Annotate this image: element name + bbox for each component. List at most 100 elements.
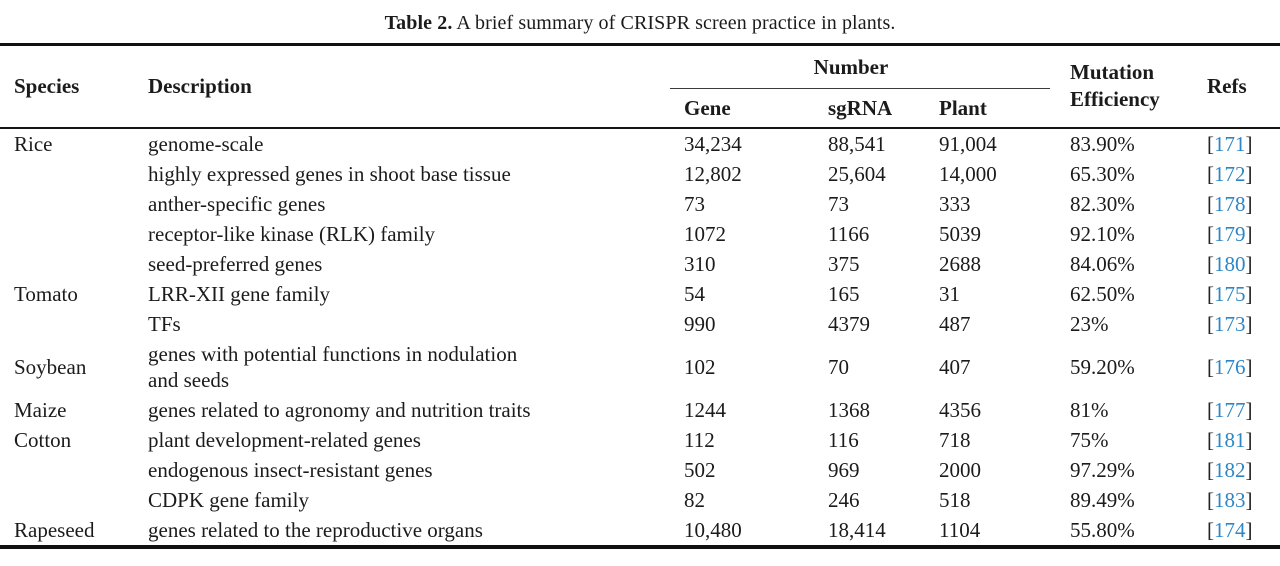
cell-species: Maize <box>14 397 67 422</box>
cell-gene: 10,480 <box>684 517 742 542</box>
cell-species: Cotton <box>14 427 72 452</box>
cell-mutation: 83.90% <box>1070 131 1135 156</box>
cell-plant: 407 <box>939 354 971 379</box>
cell-mutation: 23% <box>1070 311 1109 336</box>
citation-link[interactable]: 182 <box>1214 457 1246 482</box>
cell-description: anther-specific genes <box>148 191 326 216</box>
citation-link[interactable]: 179 <box>1214 221 1246 246</box>
citation-link[interactable]: 176 <box>1214 354 1246 379</box>
table-row: Rice genome-scale 34,234 88,541 91,004 83.90%… <box>0 128 1280 159</box>
cell-plant: 333 <box>939 191 971 216</box>
cell-species <box>0 219 140 249</box>
cell-gene: 1072 <box>684 221 726 246</box>
cell-plant: 2000 <box>939 457 981 482</box>
citation-link[interactable]: 172 <box>1214 161 1246 186</box>
citation-link[interactable]: 171 <box>1214 131 1246 156</box>
cell-plant: 91,004 <box>939 131 997 156</box>
cell-ref: [179] <box>1207 221 1253 246</box>
table-row: Tomato LRR-XII gene family 54 165 31 62.50% [1… <box>0 279 1280 309</box>
header-sgrna: sgRNA <box>828 95 893 120</box>
table-caption-label: Table 2. <box>384 12 453 34</box>
cell-mutation: 81% <box>1070 397 1109 422</box>
cell-species: Soybean <box>14 354 87 379</box>
table-row: CDPK gene family 82 246 518 89.49% [183] <box>0 485 1280 515</box>
cell-gene: 1244 <box>684 397 726 422</box>
citation-link[interactable]: 177 <box>1214 397 1246 422</box>
table-row: highly expressed genes in shoot base tis… <box>0 159 1280 189</box>
cell-plant: 518 <box>939 487 971 512</box>
cell-sgrna: 1166 <box>828 221 870 246</box>
table-body: Rice genome-scale 34,234 88,541 91,004 83.90%… <box>0 128 1280 547</box>
cell-mutation: 65.30% <box>1070 161 1135 186</box>
cell-sgrna: 4379 <box>828 311 870 336</box>
citation-link[interactable]: 174 <box>1214 517 1246 542</box>
cell-sgrna: 70 <box>828 354 849 379</box>
table-row: Maize genes related to agronomy and nutri… <box>0 395 1280 425</box>
table-row: TFs 990 4379 487 23% [173] <box>0 309 1280 339</box>
cell-sgrna: 165 <box>828 281 860 306</box>
cell-description: genes with potential functions in nodula… <box>148 341 518 392</box>
cell-gene: 990 <box>684 311 716 336</box>
cell-mutation: 75% <box>1070 427 1109 452</box>
cell-species: Rapeseed <box>14 517 95 542</box>
cell-species <box>0 249 140 279</box>
cell-sgrna: 25,604 <box>828 161 886 186</box>
cell-gene: 82 <box>684 487 705 512</box>
table-header: Species Description Number Mutation Effi… <box>0 44 1280 128</box>
citation-link[interactable]: 173 <box>1214 311 1246 336</box>
table-row: receptor-like kinase (RLK) family 1072 116… <box>0 219 1280 249</box>
cell-ref: [175] <box>1207 281 1253 306</box>
citation-link[interactable]: 180 <box>1214 251 1246 276</box>
cell-ref: [171] <box>1207 131 1253 156</box>
cell-ref: [176] <box>1207 354 1253 379</box>
table-row: Soybean genes with potential functions in… <box>0 339 1280 395</box>
table-caption-text: A brief summary of CRISPR screen practic… <box>452 12 896 34</box>
cell-gene: 310 <box>684 251 716 276</box>
cell-mutation: 62.50% <box>1070 281 1135 306</box>
header-gene: Gene <box>684 95 731 120</box>
cell-plant: 31 <box>939 281 960 306</box>
cell-mutation: 55.80% <box>1070 517 1135 542</box>
cell-description: highly expressed genes in shoot base tis… <box>148 161 511 186</box>
cell-description: CDPK gene family <box>148 487 309 512</box>
cell-sgrna: 1368 <box>828 397 870 422</box>
table-row: anther-specific genes 73 73 333 82.30% [178] <box>0 189 1280 219</box>
cell-sgrna: 73 <box>828 191 849 216</box>
citation-link[interactable]: 181 <box>1214 427 1246 452</box>
cell-species <box>0 159 140 189</box>
cell-ref: [180] <box>1207 251 1253 276</box>
cell-species <box>0 309 140 339</box>
cell-mutation: 92.10% <box>1070 221 1135 246</box>
cell-sgrna: 18,414 <box>828 517 886 542</box>
cell-plant: 14,000 <box>939 161 997 186</box>
cell-ref: [177] <box>1207 397 1253 422</box>
cell-description: genes related to the reproductive organs <box>148 517 483 542</box>
citation-link[interactable]: 178 <box>1214 191 1246 216</box>
cell-sgrna: 246 <box>828 487 860 512</box>
cell-ref: [182] <box>1207 457 1253 482</box>
table-row: seed-preferred genes 310 375 2688 84.06% [180… <box>0 249 1280 279</box>
cell-gene: 12,802 <box>684 161 742 186</box>
cell-gene: 112 <box>684 427 715 452</box>
cell-description: endogenous insect-resistant genes <box>148 457 433 482</box>
citation-link[interactable]: 175 <box>1214 281 1246 306</box>
header-refs: Refs <box>1207 74 1247 99</box>
cell-sgrna: 116 <box>828 427 859 452</box>
table-row: Cotton plant development-related genes 112… <box>0 425 1280 455</box>
cell-species: Tomato <box>14 281 78 306</box>
cell-ref: [183] <box>1207 487 1253 512</box>
cell-species <box>0 455 140 485</box>
cell-description: LRR-XII gene family <box>148 281 330 306</box>
cell-ref: [178] <box>1207 191 1253 216</box>
cell-ref: [173] <box>1207 311 1253 336</box>
cell-sgrna: 969 <box>828 457 860 482</box>
cell-species: Rice <box>14 131 53 156</box>
table-caption: Table 2. A brief summary of CRISPR scree… <box>0 0 1280 43</box>
citation-link[interactable]: 183 <box>1214 487 1246 512</box>
cell-mutation: 82.30% <box>1070 191 1135 216</box>
cell-description: TFs <box>148 311 181 336</box>
cell-plant: 718 <box>939 427 971 452</box>
cell-species <box>0 189 140 219</box>
cell-mutation: 89.49% <box>1070 487 1135 512</box>
